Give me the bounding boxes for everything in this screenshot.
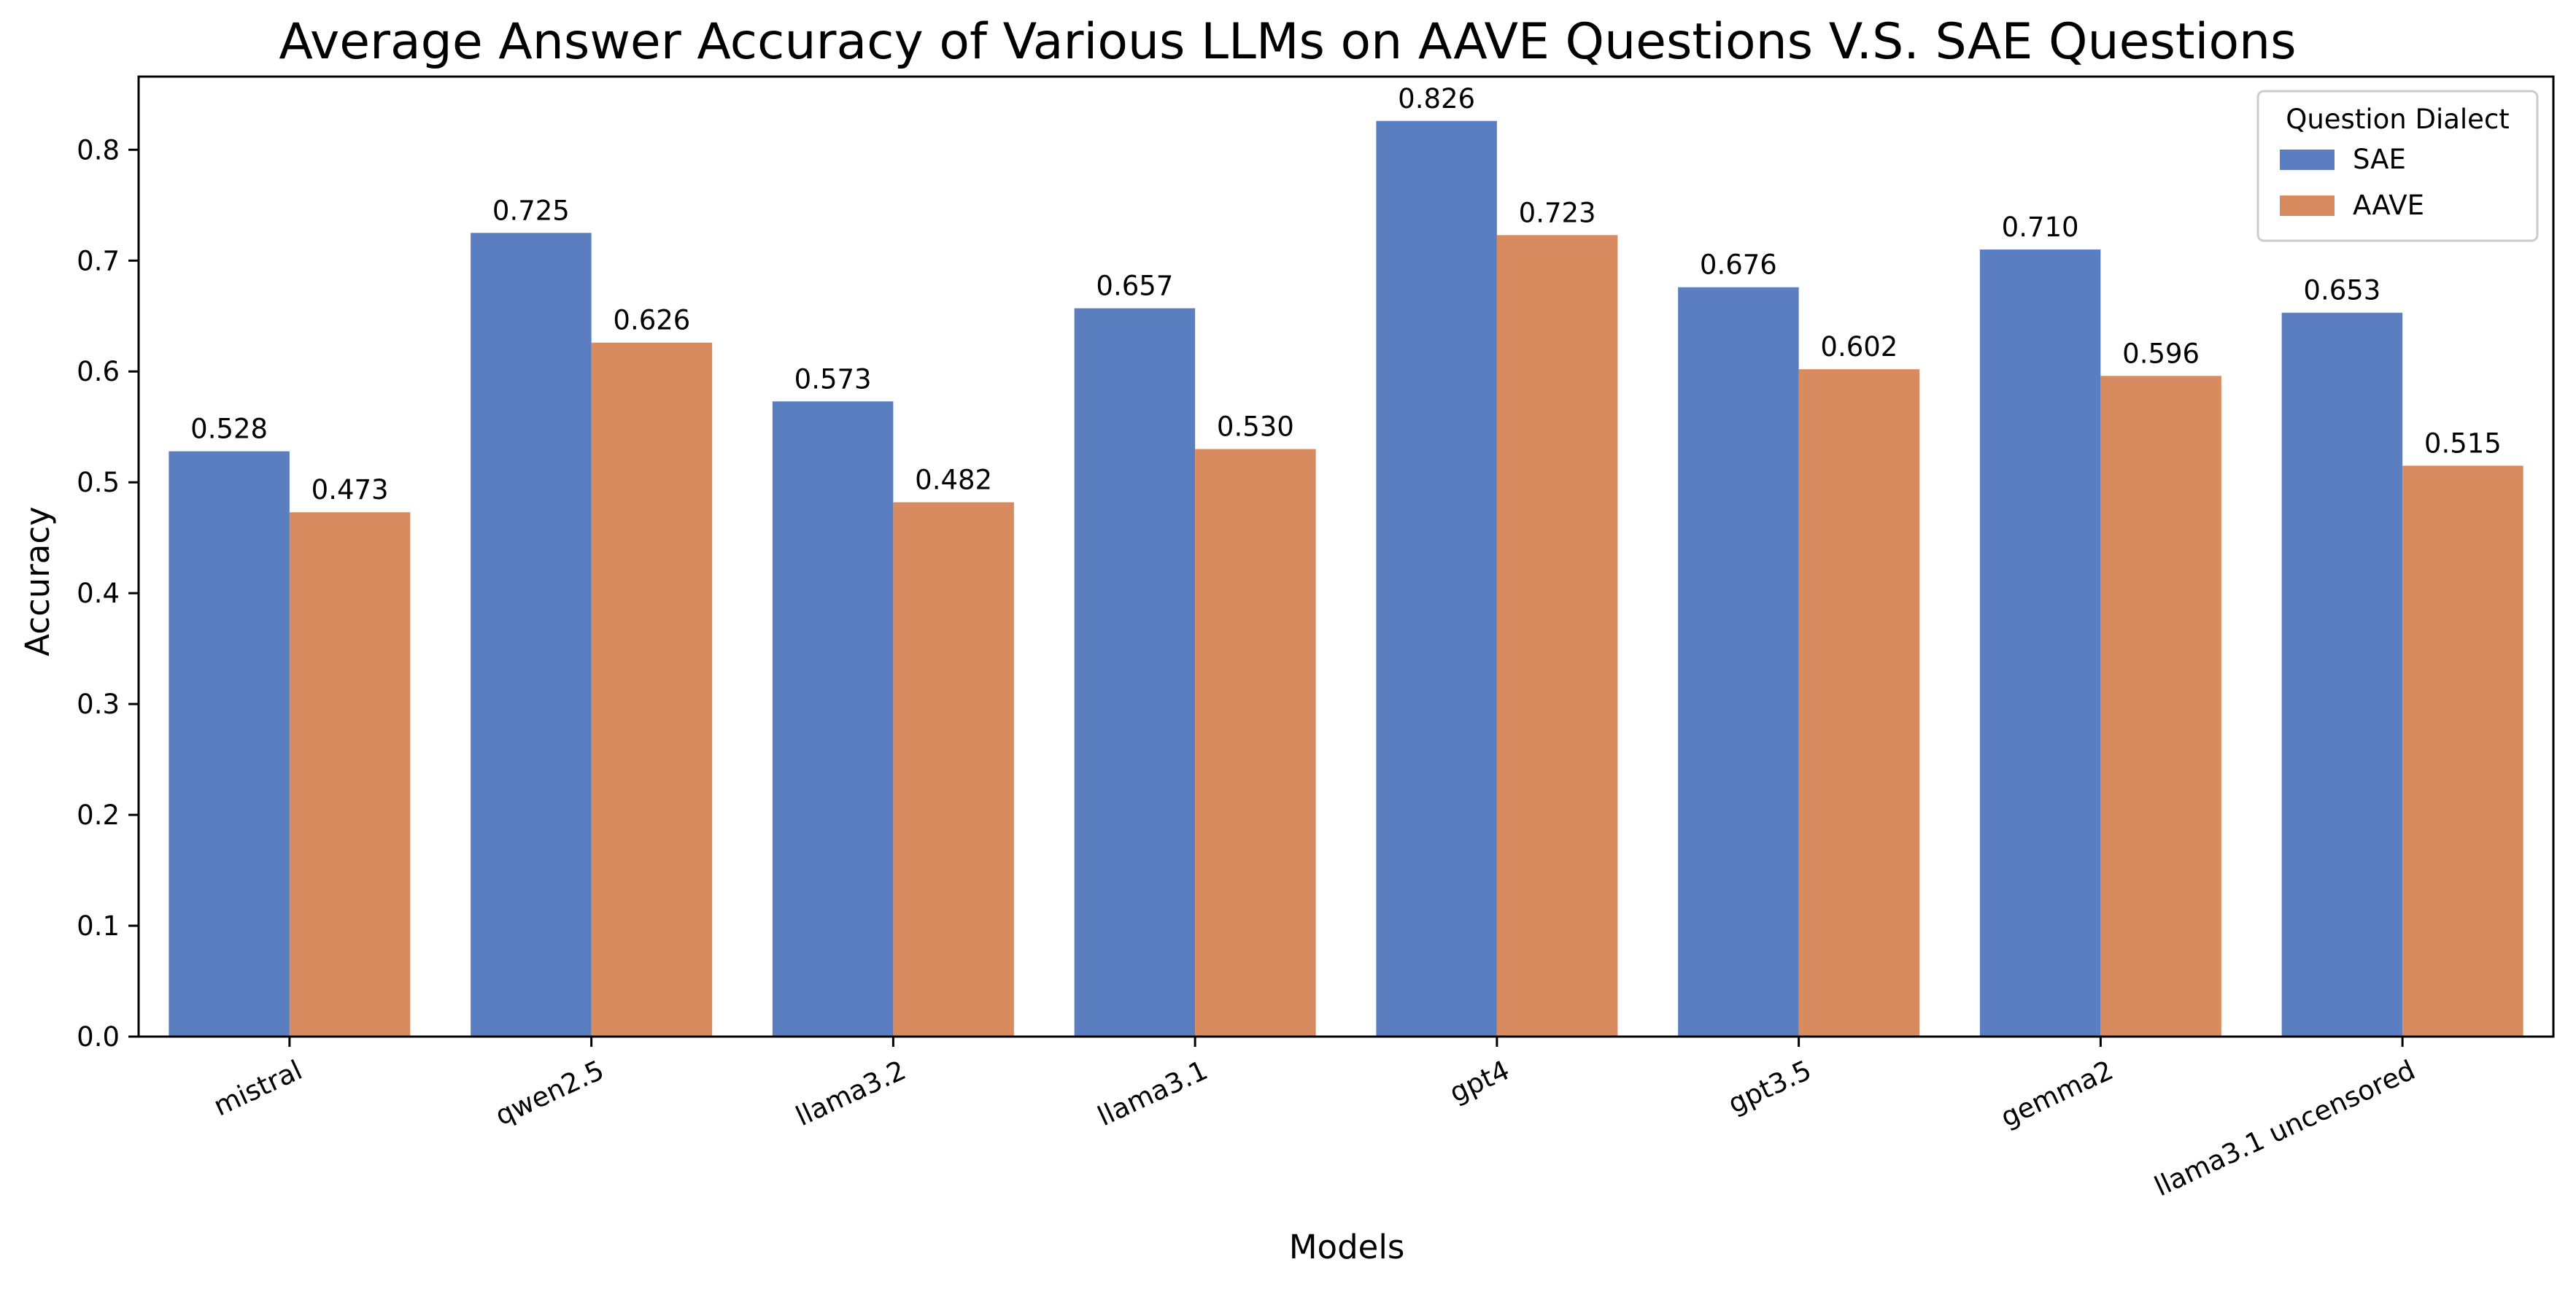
data-label-aave-2: 0.482 <box>915 465 992 496</box>
x-tick-label-5: gpt3.5 <box>1723 1054 1816 1120</box>
bar-aave-3 <box>1195 449 1316 1037</box>
bar-sae-0 <box>169 451 290 1037</box>
y-axis: 0.0 0.1 0.2 0.3 0.4 0.5 0.6 0.7 0.8 <box>77 134 139 1053</box>
data-label-sae-4: 0.826 <box>1398 83 1475 115</box>
legend-title: Question Dialect <box>2286 104 2510 135</box>
chart-title: Average Answer Accuracy of Various LLMs … <box>279 13 2296 71</box>
legend-label-aave: AAVE <box>2353 190 2424 221</box>
legend-swatch-sae <box>2280 150 2335 170</box>
x-tick-label-7: llama3.1 uncensored <box>2150 1054 2420 1202</box>
y-tick-label-7: 0.7 <box>77 245 120 276</box>
x-tick-label-0: mistral <box>209 1054 306 1122</box>
y-tick-label-5: 0.5 <box>77 467 120 498</box>
bar-aave-4 <box>1496 235 1618 1037</box>
data-label-sae-1: 0.725 <box>492 195 570 226</box>
bar-sae-4 <box>1376 120 1497 1037</box>
bar-sae-3 <box>1074 308 1196 1037</box>
data-label-aave-6: 0.596 <box>2122 338 2200 369</box>
bar-sae-7 <box>2281 312 2403 1037</box>
bar-aave-7 <box>2402 465 2523 1037</box>
y-tick-label-8: 0.8 <box>77 134 120 166</box>
bar-aave-0 <box>289 512 411 1037</box>
plot-frame <box>137 75 2555 1038</box>
data-label-sae-5: 0.676 <box>1700 249 1777 281</box>
bar-aave-2 <box>893 502 1014 1037</box>
data-label-sae-2: 0.573 <box>794 363 872 395</box>
x-tick-label-6: gemma2 <box>1996 1054 2118 1134</box>
bar-aave-6 <box>2100 376 2221 1037</box>
legend-label-sae: SAE <box>2353 144 2406 175</box>
data-label-sae-6: 0.710 <box>2002 212 2079 243</box>
data-label-sae-7: 0.653 <box>2303 275 2380 306</box>
y-tick-label-2: 0.2 <box>77 800 120 831</box>
data-labels-group: 0.528 0.473 0.725 0.626 0.573 0.482 0.657 0.530… <box>190 83 2502 506</box>
x-axis-label: Models <box>1289 1228 1405 1266</box>
data-label-sae-0: 0.528 <box>190 414 268 445</box>
data-label-aave-3: 0.530 <box>1217 411 1294 443</box>
bar-sae-2 <box>772 401 894 1037</box>
bar-sae-5 <box>1678 287 1799 1037</box>
x-tick-label-4: gpt4 <box>1444 1054 1514 1109</box>
x-tick-label-3: llama3.1 <box>1093 1054 1212 1132</box>
x-axis: mistral qwen2.5 llama3.2 llama3.1 gpt4 gpt3.5… <box>209 1037 2420 1202</box>
y-axis-label: Accuracy <box>18 506 57 656</box>
bars-group <box>169 120 2523 1037</box>
y-tick-label-1: 0.1 <box>77 910 120 942</box>
data-label-aave-4: 0.723 <box>1519 197 1596 228</box>
x-tick-label-2: llama3.2 <box>791 1054 910 1132</box>
x-tick-label-1: qwen2.5 <box>490 1054 608 1131</box>
bar-sae-1 <box>471 233 592 1037</box>
bar-aave-5 <box>1798 369 1920 1037</box>
data-label-aave-0: 0.473 <box>312 474 389 506</box>
legend-swatch-aave <box>2280 196 2335 216</box>
y-tick-label-6: 0.6 <box>77 356 120 387</box>
y-tick-label-3: 0.3 <box>77 689 120 720</box>
legend: Question Dialect SAE AAVE <box>2256 90 2539 242</box>
bar-aave-1 <box>591 342 713 1037</box>
data-label-sae-3: 0.657 <box>1096 271 1173 302</box>
data-label-aave-5: 0.602 <box>1820 331 1898 363</box>
y-tick-label-4: 0.4 <box>77 578 120 609</box>
data-label-aave-1: 0.626 <box>613 305 690 336</box>
bar-sae-6 <box>1979 249 2101 1037</box>
data-label-aave-7: 0.515 <box>2424 427 2502 459</box>
y-tick-label-0: 0.0 <box>77 1021 120 1053</box>
